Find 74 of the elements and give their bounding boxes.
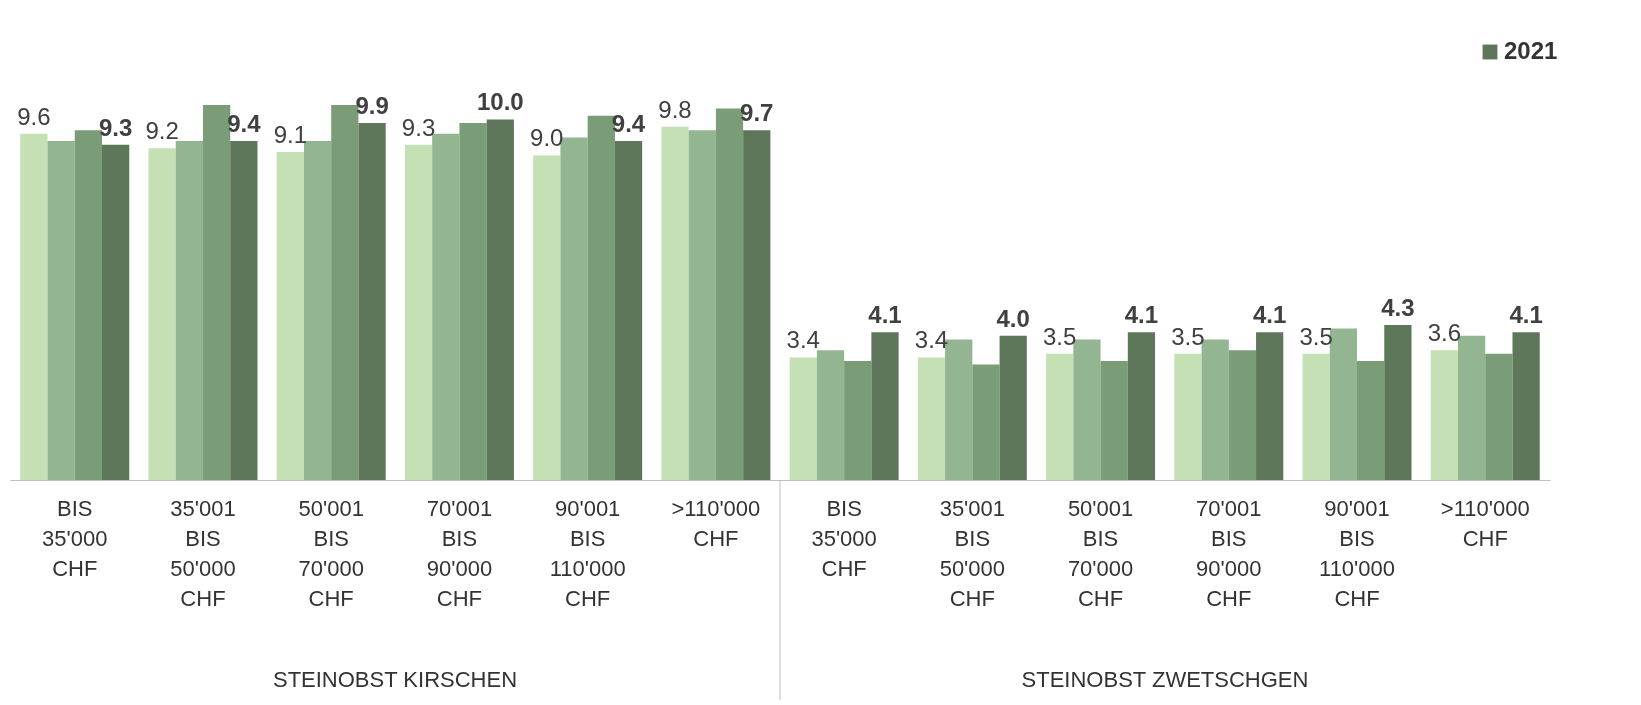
- data-label: 9.9: [355, 92, 389, 120]
- x-tick-label: 70'001 BIS 90'000 CHF: [1196, 495, 1262, 611]
- bar: [1100, 361, 1128, 480]
- bar: [1046, 353, 1074, 480]
- bar: [1485, 353, 1513, 480]
- bar: [459, 123, 487, 480]
- bar: [614, 141, 643, 480]
- bar: [1127, 332, 1156, 480]
- bar: [148, 148, 176, 480]
- bar: [999, 335, 1027, 480]
- bar: [486, 119, 514, 480]
- x-tick-label: >110'000 CHF: [1440, 495, 1530, 551]
- text: STEINOBST KIRSCHEN: [272, 667, 518, 692]
- data-label: 9.8: [658, 95, 692, 123]
- bar: [1458, 335, 1486, 480]
- data-label: 9.3: [401, 113, 436, 141]
- bar: [175, 141, 203, 480]
- data-label: 4.3: [1381, 293, 1415, 321]
- x-tick-label: BIS 35'000 CHF: [42, 495, 108, 581]
- data-label: 9.2: [145, 117, 179, 145]
- bar: [276, 151, 304, 480]
- bar: [74, 130, 102, 480]
- data-label: 9.1: [273, 120, 308, 148]
- bar: [972, 364, 1000, 480]
- bar: [1228, 350, 1257, 480]
- data-label: 4.0: [996, 304, 1030, 332]
- x-tick-label: 35'001 BIS 50'000 CHF: [170, 495, 236, 611]
- bar: [871, 332, 899, 480]
- bar: [844, 361, 872, 480]
- bar: [917, 357, 946, 480]
- data-label: 4.1: [1252, 301, 1287, 329]
- data-label: 9.6: [17, 102, 51, 130]
- x-tick-label: >110'000 CHF: [671, 495, 761, 551]
- data-label: 3.5: [1043, 322, 1077, 350]
- bar: [1174, 353, 1202, 480]
- legend-label: 2021: [1504, 37, 1558, 64]
- data-label: 3.4: [786, 326, 820, 354]
- bar: [1302, 353, 1330, 480]
- bar: [47, 141, 75, 480]
- data-label: 4.1: [1124, 301, 1159, 329]
- data-label: 3.6: [1427, 319, 1462, 347]
- data-label: 3.5: [1171, 322, 1205, 350]
- x-tick-label: 90'001 BIS 110'000 CHF: [549, 495, 626, 611]
- bar: [688, 130, 716, 480]
- bar: [1512, 332, 1540, 480]
- bar: [404, 144, 433, 480]
- data-label: 4.1: [868, 301, 902, 329]
- bar: [1256, 332, 1284, 480]
- data-label: 9.0: [530, 124, 564, 152]
- x-tick-label: 50'001 BIS 70'000 CHF: [1067, 495, 1134, 611]
- data-label: 4.1: [1509, 301, 1543, 329]
- data-label: 9.7: [740, 99, 774, 127]
- bar: [1357, 361, 1385, 480]
- bar: [102, 144, 130, 480]
- bar: [533, 155, 561, 480]
- data-label: 3.4: [914, 326, 949, 354]
- x-tick-label: 70'001 BIS 90'000 CHF: [426, 495, 493, 611]
- bar: [816, 350, 845, 480]
- bar: [303, 141, 332, 480]
- data-label: 9.3: [98, 113, 133, 141]
- x-tick-label: 90'001 BIS 110'000 CHF: [1319, 495, 1396, 611]
- data-label: 10.0: [476, 88, 524, 116]
- x-tick-label: 35'001 BIS 50'000 CHF: [939, 495, 1006, 611]
- bar: [358, 123, 386, 480]
- bar: [1384, 324, 1412, 480]
- bar: [789, 357, 817, 480]
- text: STEINOBST ZWETSCHGEN: [1021, 667, 1309, 692]
- bar: [1430, 350, 1458, 480]
- bar: [661, 126, 689, 480]
- bar: [20, 133, 48, 480]
- bar: [230, 141, 258, 480]
- bar: [743, 130, 771, 480]
- x-tick-label: BIS 35'000 CHF: [811, 495, 877, 581]
- x-tick-label: 50'001 BIS 70'000 CHF: [298, 495, 364, 611]
